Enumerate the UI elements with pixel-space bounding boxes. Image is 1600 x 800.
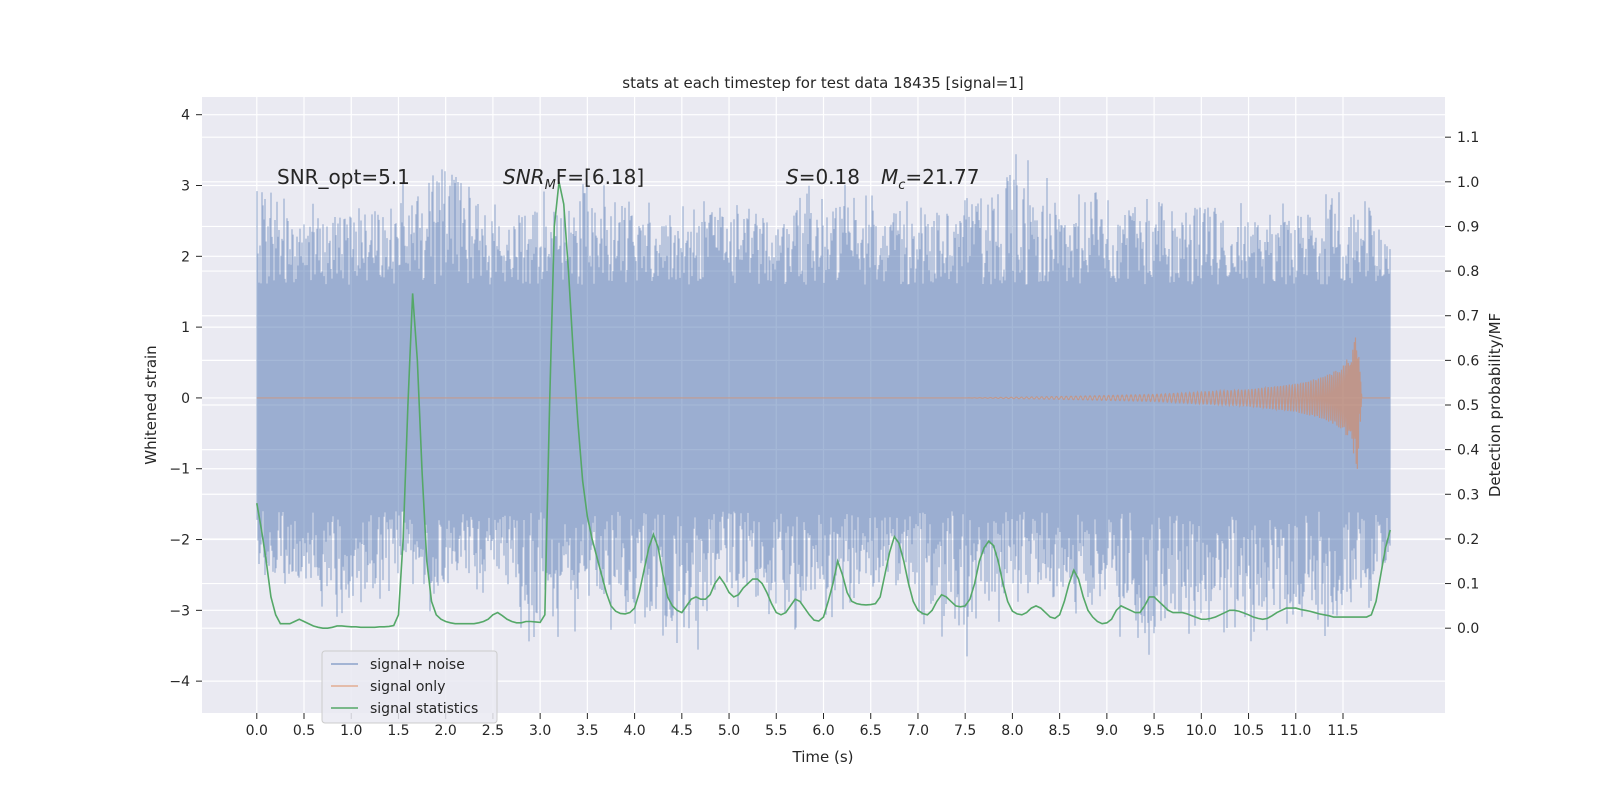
x-tick-label: 5.5 [765,723,787,739]
y-right-tick-label: 1.0 [1457,175,1479,191]
y-left-tick-label: 1 [181,320,190,336]
x-tick-label: 4.5 [671,723,693,739]
y-left-tick-label: 3 [181,179,190,195]
annotation-mc: Mc=21.77 [881,165,979,193]
y-left-tick-label: 2 [181,249,190,265]
annotation-s: S=0.18 [786,165,860,189]
x-tick-label: 7.0 [907,723,929,739]
x-tick-label: 3.0 [529,723,551,739]
x-tick-label: 2.0 [435,723,457,739]
x-tick-label: 11.0 [1280,723,1311,739]
x-tick-label: 7.5 [954,723,976,739]
series-signal-statistics [255,181,1391,629]
y-left-tick-label: −3 [169,603,190,619]
legend-label-signal-only: signal only [370,679,445,695]
y-right-tick-label: 0.6 [1457,353,1479,369]
x-tick-label: 11.5 [1327,723,1358,739]
y-right-tick-label: 1.1 [1457,130,1479,146]
signal-statistics-line [255,181,1391,629]
x-tick-label: 5.0 [718,723,740,739]
annotation-mc-symbol: M [881,165,898,189]
y-left-tick-label: −4 [169,674,190,690]
y-axis-label-left: Whitened strain [142,345,160,464]
chart-title: stats at each timestep for test data 184… [622,74,1023,92]
x-tick-label: 8.0 [1001,723,1023,739]
x-tick-label: 9.0 [1096,723,1118,739]
annotation-s-value: =0.18 [799,165,860,189]
data-layer [255,154,1391,657]
y-right-tick-label: 0.7 [1457,309,1479,325]
x-tick-label: 9.5 [1143,723,1165,739]
series-signal-plus-noise [256,154,1391,657]
annotation-snr-mf-subscript: M [545,178,556,193]
y-left-tick-label: −1 [169,462,190,478]
x-axis-label: Time (s) [792,748,854,766]
y-right-tick-label: 0.5 [1457,398,1479,414]
x-tick-label: 1.0 [340,723,362,739]
x-tick-label: 10.0 [1186,723,1217,739]
annotation-s-symbol: S [786,165,799,189]
x-tick-label: 1.5 [387,723,409,739]
annotation-mc-value: =21.77 [905,165,979,189]
x-tick-label: 10.5 [1233,723,1264,739]
signal-plus-noise-line [256,154,1391,657]
axis-ticks: 0.0 0.5 1.0 1.5 2.0 2.5 3.0 3.5 4.0 4.5 5.0 5.5 6.0 6… [169,108,1479,739]
legend-box [321,650,498,724]
y-right-tick-label: 0.4 [1457,443,1479,459]
y-left-tick-label: 0 [181,391,190,407]
series-signal-only [256,337,1391,469]
x-tick-label: 0.0 [246,723,268,739]
annotation-snr-mf-symbol: SNR [503,165,545,189]
y-right-tick-label: 0.8 [1457,264,1479,280]
y-right-tick-label: 0.2 [1457,532,1479,548]
x-tick-label: 8.5 [1048,723,1070,739]
x-tick-label: 6.0 [812,723,834,739]
legend: signal+ noise signal only signal statist… [321,650,498,724]
y-left-tick-label: 4 [181,108,190,124]
y-right-tick-label: 0.1 [1457,577,1479,593]
y-left-tick-label: −2 [169,533,190,549]
x-tick-label: 4.0 [623,723,645,739]
legend-label-signal-statistics: signal statistics [370,701,478,717]
y-right-tick-label: 0.3 [1457,487,1479,503]
x-tick-label: 3.5 [576,723,598,739]
annotation-snr-mf-value: F=[6.18] [556,165,644,189]
legend-label-signal-plus-noise: signal+ noise [370,657,465,673]
annotation-snr-mf: SNRMF=[6.18] [503,165,644,193]
x-tick-label: 2.5 [482,723,504,739]
signal-only-line [256,337,1391,469]
y-right-tick-label: 0.0 [1457,621,1479,637]
y-right-tick-label: 0.9 [1457,219,1479,235]
annotation-mc-subscript: c [898,178,905,193]
y-axis-label-right: Detection probability/MF [1486,313,1504,497]
annotation-snr-opt: SNR_opt=5.1 [277,165,410,189]
x-tick-label: 6.5 [860,723,882,739]
x-tick-label: 0.5 [293,723,315,739]
